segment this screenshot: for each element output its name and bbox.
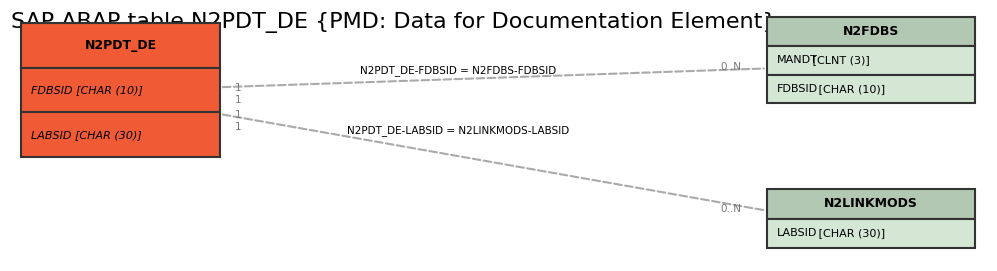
FancyBboxPatch shape	[767, 219, 975, 248]
Text: 1
1: 1 1	[235, 83, 241, 105]
FancyBboxPatch shape	[767, 75, 975, 103]
Text: [CHAR (30)]: [CHAR (30)]	[816, 228, 885, 238]
FancyBboxPatch shape	[21, 67, 220, 112]
Text: 1
1: 1 1	[235, 110, 241, 131]
FancyBboxPatch shape	[21, 112, 220, 157]
FancyBboxPatch shape	[767, 189, 975, 219]
Text: N2LINKMODS: N2LINKMODS	[824, 197, 918, 210]
Text: N2FDBS: N2FDBS	[842, 25, 899, 38]
Text: SAP ABAP table N2PDT_DE {PMD: Data for Documentation Element}: SAP ABAP table N2PDT_DE {PMD: Data for D…	[11, 12, 777, 33]
FancyBboxPatch shape	[767, 18, 975, 46]
Text: N2PDT_DE-FDBSID = N2FDBS-FDBSID: N2PDT_DE-FDBSID = N2FDBS-FDBSID	[360, 66, 556, 76]
Text: [CHAR (10)]: [CHAR (10)]	[816, 84, 885, 94]
Text: LABSID [CHAR (30)]: LABSID [CHAR (30)]	[31, 130, 142, 140]
Text: 0..N: 0..N	[721, 62, 742, 72]
Text: N2PDT_DE-LABSID = N2LINKMODS-LABSID: N2PDT_DE-LABSID = N2LINKMODS-LABSID	[347, 125, 569, 136]
FancyBboxPatch shape	[21, 23, 220, 67]
Text: FDBSID [CHAR (10)]: FDBSID [CHAR (10)]	[31, 85, 144, 95]
Text: 0..N: 0..N	[721, 204, 742, 214]
FancyBboxPatch shape	[767, 46, 975, 75]
Text: N2PDT_DE: N2PDT_DE	[85, 39, 157, 52]
Text: [CLNT (3)]: [CLNT (3)]	[809, 55, 869, 65]
Text: FDBSID: FDBSID	[777, 84, 818, 94]
Text: MANDT: MANDT	[777, 55, 818, 65]
Text: LABSID: LABSID	[777, 228, 817, 238]
